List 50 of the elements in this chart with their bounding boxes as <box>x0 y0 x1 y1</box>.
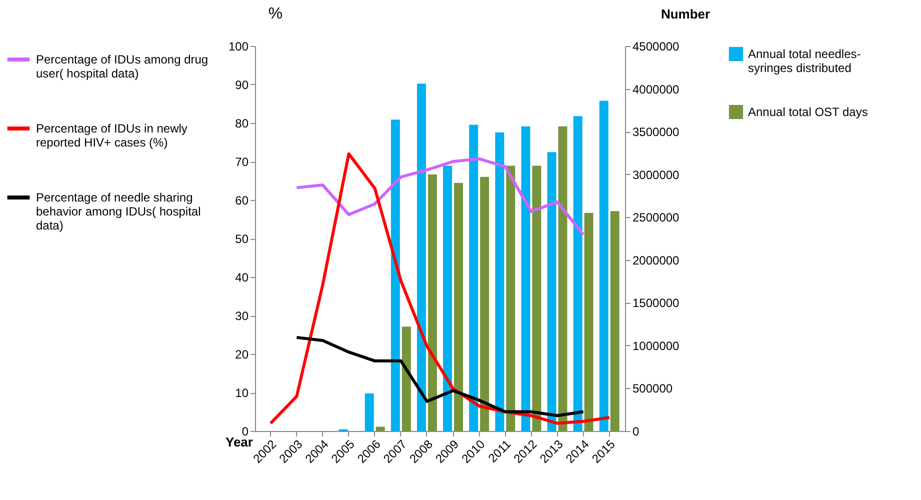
bar <box>428 174 437 431</box>
bar <box>584 212 594 431</box>
legend-label: Annual total needles-syringes distributed <box>748 47 861 75</box>
y2-axis-title: Number <box>660 6 710 22</box>
y2-tick-label: 1500000 <box>632 296 680 310</box>
legend-label: Annual total OST days <box>748 105 868 119</box>
y-tick-label: 30 <box>235 309 249 323</box>
y2-tick-label: 0 <box>632 424 640 438</box>
bar <box>443 166 452 431</box>
bar <box>573 116 582 431</box>
bar <box>480 176 490 431</box>
bar <box>390 120 400 431</box>
bar <box>364 393 374 431</box>
y-tick-label: 90 <box>235 78 249 92</box>
y2-tick-label: 3500000 <box>632 125 680 140</box>
bar <box>558 126 568 431</box>
y2-tick-label: 4000000 <box>632 82 680 96</box>
bar <box>521 126 530 431</box>
bar <box>454 182 464 431</box>
y-tick-label: 20 <box>235 348 249 362</box>
bar <box>376 426 385 431</box>
y2-tick-label: 2500000 <box>632 210 680 225</box>
y-tick-label: 40 <box>235 270 249 284</box>
y-tick-label: 70 <box>235 155 249 169</box>
bar <box>599 100 608 431</box>
y2-tick-label: 4500000 <box>632 40 680 54</box>
legend-label: Percentage of IDUs among drug user( hospital data) <box>36 52 208 80</box>
y-tick-label: 60 <box>235 194 249 208</box>
line-series <box>295 157 585 236</box>
bar <box>469 124 478 431</box>
line-series <box>269 152 611 425</box>
bar <box>547 152 556 431</box>
bar <box>506 166 516 431</box>
legend-label: Percentage of needle sharing behavior among IDUs( hospital data) <box>36 190 201 232</box>
line-series <box>295 336 585 418</box>
y2-tick-label: 500000 <box>632 382 673 396</box>
y2-tick-label: 2000000 <box>632 253 680 268</box>
bar <box>495 132 504 431</box>
bar <box>610 211 620 431</box>
legend-label: Percentage of IDUs in newly reported HIV+ cases (%) <box>36 122 188 150</box>
y-tick-label: 100 <box>228 40 249 54</box>
bar <box>416 84 426 431</box>
y-tick-label: 80 <box>235 116 249 130</box>
y2-tick-label: 1000000 <box>632 338 680 353</box>
bar <box>402 326 411 431</box>
y-tick-label: 10 <box>235 386 249 400</box>
y-axis-title: % <box>268 6 283 22</box>
bar <box>532 166 542 431</box>
y2-tick-label: 3000000 <box>632 168 680 182</box>
y-tick-label: 50 <box>235 232 249 246</box>
